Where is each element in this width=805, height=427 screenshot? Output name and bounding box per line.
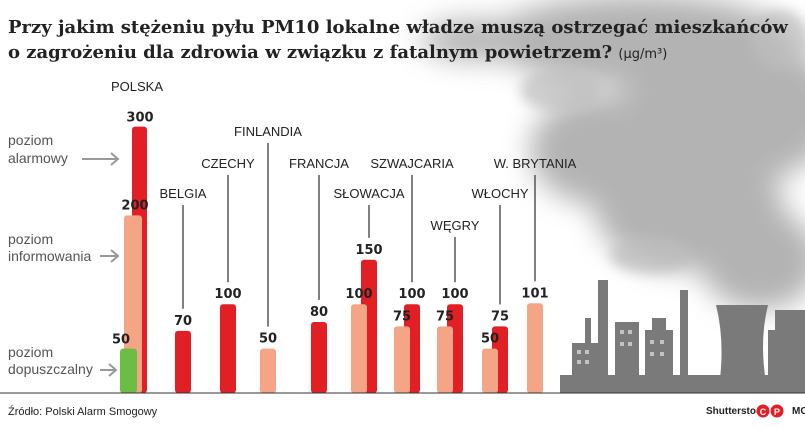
value-label-polska-alarm: 300 <box>126 111 153 126</box>
arrow-info-icon <box>100 249 120 263</box>
bar-finlandia-info <box>260 348 276 393</box>
value-label-szwajcaria-info: 75 <box>393 309 411 324</box>
bar-francja-alarm <box>311 321 327 393</box>
arrow-alarm-icon <box>82 152 120 166</box>
factory-windows <box>577 330 664 364</box>
bar-wlochy-info <box>482 348 498 393</box>
level-label-allowed-line2: dopuszczalny <box>8 361 93 377</box>
bar-belgia-alarm <box>175 330 191 393</box>
value-label-francja-alarm: 80 <box>310 305 328 320</box>
bar-wegry-info <box>437 326 453 393</box>
factory-silhouette <box>560 280 805 393</box>
value-label-wegry-alarm: 100 <box>441 287 468 302</box>
bar-slowacja-info <box>351 304 367 393</box>
bar-czechy-alarm <box>220 304 236 393</box>
country-label-wlochy: WŁOCHY <box>471 186 528 201</box>
value-label-slowacja-alarm: 150 <box>355 243 382 258</box>
smoke-wisps <box>520 10 805 273</box>
chart-unit: (µg/m³) <box>618 47 667 62</box>
value-label-wlochy-info: 50 <box>481 332 499 347</box>
level-label-allowed-line1: poziom <box>8 344 53 360</box>
cp-logo: C P <box>756 404 784 418</box>
value-label-slowacja-info: 100 <box>345 287 372 302</box>
chart-title-line1: Przy jakim stężeniu pyłu PM10 lokalne wł… <box>8 17 788 38</box>
value-label-wlochy-alarm: 75 <box>491 309 509 324</box>
country-label-polska: POLSKA <box>111 79 163 94</box>
country-label-w-brytania: W. BRYTANIA <box>494 156 577 171</box>
chart-marks: 300 200 50 POLSKA 70 BELGIA 100 CZECHY 50 FINLAND… <box>111 79 577 393</box>
country-label-finlandia: FINLANDIA <box>234 124 302 139</box>
source-text: Źródło: Polski Alarm Smogowy <box>8 405 158 418</box>
value-label-polska-info: 200 <box>121 198 148 213</box>
arrow-allowed-icon <box>100 363 118 377</box>
level-label-alarm-line2: alarmowy <box>8 150 68 166</box>
level-label-info-line2: informowania <box>8 248 91 264</box>
country-label-belgia: BELGIA <box>160 186 207 201</box>
copyright-c-icon <box>756 404 770 418</box>
country-label-szwajcaria: SZWAJCARIA <box>370 156 454 171</box>
copyright-p-icon <box>770 404 784 418</box>
country-label-wegry: WĘGRY <box>431 218 480 233</box>
agency-text: MC <box>792 406 805 417</box>
value-label-wegry-info: 75 <box>436 309 454 324</box>
bar-w-brytania-info <box>527 303 543 393</box>
bar-szwajcaria-info <box>394 326 410 393</box>
value-label-szwajcaria-alarm: 100 <box>398 287 425 302</box>
value-label-belgia-alarm: 70 <box>174 314 192 329</box>
country-label-czechy: CZECHY <box>201 156 255 171</box>
bar-polska-allowed <box>120 348 137 393</box>
value-label-w-brytania-info: 101 <box>521 286 548 301</box>
level-label-info-line1: poziom <box>8 231 53 247</box>
chart-title-line2: o zagrożeniu dla zdrowia w związku z fat… <box>8 42 667 63</box>
level-labels: poziom alarmowy poziom informowania pozi… <box>8 132 93 377</box>
level-label-alarm-line1: poziom <box>8 132 53 148</box>
value-label-finlandia-info: 50 <box>259 332 277 347</box>
copyright-p-letter: P <box>774 407 780 417</box>
credit-text: Shutterstock <box>706 406 768 417</box>
level-arrows <box>82 152 120 377</box>
country-label-slowacja: SŁOWACJA <box>333 186 404 201</box>
value-label-czechy-alarm: 100 <box>214 287 241 302</box>
copyright-c-letter: C <box>760 407 767 417</box>
country-label-francja: FRANCJA <box>289 156 349 171</box>
chart-title-line2-text: o zagrożeniu dla zdrowia w związku z fat… <box>8 42 612 63</box>
value-label-polska-allowed: 50 <box>112 333 130 348</box>
